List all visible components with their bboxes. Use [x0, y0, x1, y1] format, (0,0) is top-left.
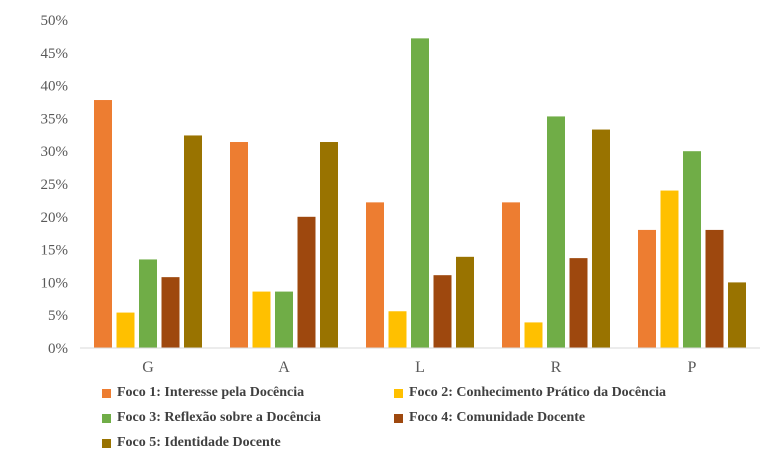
y-tick-label: 35%	[41, 111, 69, 127]
bar-L-series-5	[456, 256, 474, 348]
bar-G-series-1	[94, 100, 112, 348]
bar-A-series-4	[297, 216, 316, 348]
y-tick-label: 5%	[48, 308, 68, 324]
bar-L-series-1	[366, 202, 384, 348]
y-tick-label: 40%	[41, 79, 69, 95]
bar-A-series-5	[320, 142, 338, 348]
y-tick-label: 20%	[41, 210, 69, 226]
legend-item: Foco 3: Reflexão sobre a Docência	[102, 410, 321, 426]
legend-item: Foco 2: Conhecimento Prático da Docência	[394, 385, 666, 401]
legend-item: Foco 4: Comunidade Docente	[394, 410, 585, 426]
bar-G-series-5	[184, 135, 202, 348]
x-tick-label: A	[278, 359, 290, 376]
y-tick-label: 50%	[41, 13, 69, 29]
legend-swatch	[394, 388, 403, 398]
bar-G-series-4	[161, 277, 180, 348]
bar-P-series-5	[728, 282, 746, 348]
x-tick-label: L	[415, 359, 425, 376]
legend-swatch	[394, 413, 403, 423]
legend-swatch	[102, 438, 111, 448]
bar-R-series-5	[592, 129, 610, 348]
legend-label: Foco 1: Interesse pela Docência	[117, 385, 305, 400]
y-tick-label: 0%	[48, 341, 68, 357]
legend-label: Foco 3: Reflexão sobre a Docência	[117, 410, 321, 425]
y-tick-label: 45%	[41, 46, 69, 62]
legend-label: Foco 4: Comunidade Docente	[409, 410, 586, 425]
bar-G-series-3	[139, 259, 157, 348]
y-tick-label: 10%	[41, 275, 69, 291]
legend-swatch	[102, 388, 111, 398]
y-axis-ticks: 0% 5% 10% 15% 20% 25% 30% 35% 40% 45% 50%	[41, 13, 69, 357]
bars	[94, 38, 746, 348]
bar-G-series-2	[116, 312, 135, 348]
y-tick-label: 15%	[41, 243, 69, 259]
y-tick-label: 30%	[41, 144, 69, 160]
bar-P-series-1	[638, 229, 656, 348]
legend-item: Foco 5: Identidade Docente	[102, 435, 281, 451]
x-tick-label: P	[688, 359, 697, 376]
bar-R-series-2	[524, 322, 543, 348]
bar-L-series-2	[388, 311, 407, 348]
x-tick-label: G	[142, 359, 154, 376]
bar-A-series-3	[275, 291, 293, 348]
legend-label: Foco 2: Conhecimento Prático da Docência	[409, 385, 666, 400]
bar-A-series-1	[230, 142, 248, 348]
bar-R-series-3	[547, 116, 565, 348]
bar-P-series-2	[660, 190, 679, 348]
legend-label: Foco 5: Identidade Docente	[117, 435, 281, 450]
x-tick-label: R	[551, 359, 562, 376]
bar-P-series-3	[683, 151, 701, 348]
y-tick-label: 25%	[41, 177, 69, 193]
bar-L-series-4	[433, 275, 452, 348]
bar-L-series-3	[411, 38, 429, 348]
bar-P-series-4	[705, 229, 724, 348]
bar-R-series-1	[502, 202, 520, 348]
legend-item: Foco 1: Interesse pela Docência	[102, 385, 304, 401]
legend-swatch	[102, 413, 111, 423]
bar-R-series-4	[569, 258, 588, 348]
bar-A-series-2	[252, 291, 271, 348]
